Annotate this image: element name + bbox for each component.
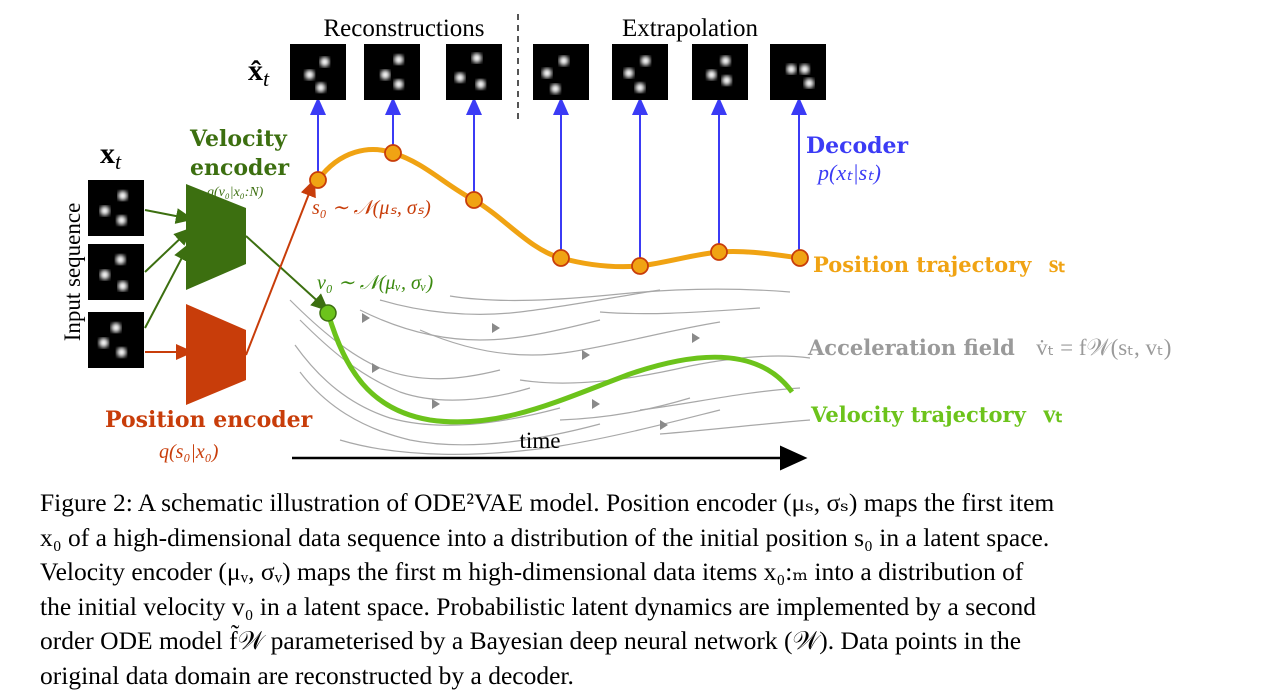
position-encoder-title: Position encoder [105,407,313,433]
caption-line: order ODE model f̃𝒲 parameterised by a B… [40,626,1022,655]
v0-point [319,304,337,322]
time-label: time [520,428,561,453]
ball [380,70,391,80]
image-frame [770,44,826,100]
figure-caption: Figure 2: A schematic illustration of OD… [40,486,1255,693]
velocity-encoder-dist: q(v₀|x₀:N) [207,185,264,200]
xhat-label: x̂t [248,54,270,91]
caption-line: original data domain are reconstructed b… [40,660,574,690]
caption-line: Figure 2: A schematic illustration of OD… [40,488,1055,517]
image-frame [88,312,144,368]
image-frame [290,44,346,100]
ball [117,281,128,291]
ball [115,254,126,265]
ball [316,82,326,93]
ball [319,57,330,67]
model-schematic: Reconstructions Extrapolation x̂t xt Inp… [60,14,1171,471]
ball [786,64,797,74]
image-frame [612,44,668,100]
position-trajectory-label: Position trajectory sₜ [813,251,1066,278]
ball [640,56,651,66]
acceleration-field-streamlines [289,288,811,455]
image-frame [446,44,502,100]
ball [100,270,110,280]
ball [117,190,128,201]
ball [455,72,465,83]
position-trajectory-points [309,144,809,275]
reconstructions-label: Reconstructions [323,15,484,42]
ball [624,68,634,78]
image-frame [88,244,144,300]
ball [550,84,561,94]
ball [116,347,127,358]
acceleration-field-label: Acceleration field v̇ₜ = f𝒲(sₜ, vₜ) [807,335,1171,360]
ball [804,78,814,88]
input-frames [88,180,144,368]
image-frame [364,44,420,100]
ball [475,79,486,90]
velocity-trajectory-label: Velocity trajectory vₜ [810,401,1063,428]
input-sequence-label: Input sequence [60,203,85,342]
velocity-encoder-output-arrow [245,235,329,312]
ball [472,53,482,63]
image-frame [88,180,144,236]
image-frame [533,44,589,100]
output-frames [290,44,826,100]
ball [393,79,404,90]
ball [304,70,315,80]
position-encoder-output-arrow [245,178,316,356]
ball [559,56,569,66]
velocity-encoder-shape [186,184,246,290]
image-frame [692,44,748,100]
ball [799,64,810,74]
ball [721,75,732,86]
ball [542,68,552,78]
caption-line: the initial velocity v₀ in a latent spac… [40,591,1037,621]
ball [111,322,121,333]
extrapolation-label: Extrapolation [622,15,759,42]
ball [635,82,645,93]
velocity-encoder-title-2: encoder [190,155,289,181]
decoder-dist: p(xₜ|sₜ) [816,160,881,185]
field-arrowheads [362,313,700,430]
decoder-arrows [310,97,807,265]
caption-line: Velocity encoder (μᵥ, σᵥ) maps the first… [40,557,1024,586]
position-encoder-shape [186,304,246,405]
velocity-trajectory-curve [325,312,795,425]
ball [393,54,404,65]
ball [720,56,731,66]
decoder-title: Decoder [806,133,909,159]
v0-distribution: v₀ ∼ 𝒩(μᵥ, σᵥ) [317,272,434,294]
caption-line: x₀ of a high-dimensional data sequence i… [40,522,1050,552]
position-encoder-dist: q(s₀|x₀) [159,441,219,463]
s0-distribution: s₀ ∼ 𝒩(μₛ, σₛ) [312,197,431,219]
ball [116,215,127,226]
ball [706,70,717,80]
input-to-velocity-arrows [144,208,194,329]
ball [98,338,109,348]
velocity-encoder-title: Velocity [189,126,288,152]
ball [100,206,110,216]
xt-label: xt [100,137,122,174]
